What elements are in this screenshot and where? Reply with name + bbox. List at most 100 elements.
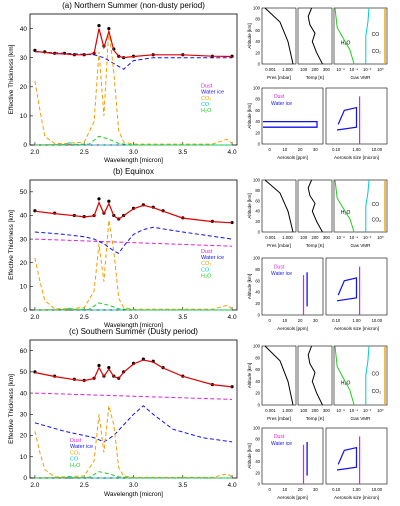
x-tick-label: 2.0: [30, 149, 39, 156]
x-tick-label: 10⁻²: [363, 235, 372, 240]
observed-point: [107, 366, 111, 370]
aero-panel-frame: [261, 427, 324, 485]
chart-title: (a) Northern Summer (non-dusty period): [62, 1, 205, 10]
legend-dust: Dust: [274, 264, 285, 270]
x-tick-label: 30: [313, 487, 318, 492]
y-tick-label: 50: [20, 369, 28, 376]
y-axis-label: Altitude [km]: [247, 274, 252, 299]
y-tick-label: 40: [20, 390, 28, 397]
x-tick-label: 10⁻⁶: [336, 408, 345, 413]
x-tick-label: 200: [312, 67, 320, 72]
size-panel-frame: [325, 427, 388, 485]
x-tick-label: 300: [323, 235, 331, 240]
legend-water-ice: Water ice: [271, 441, 292, 447]
y-tick-label: 0: [258, 313, 261, 318]
x-tick-label: 0: [268, 318, 271, 323]
y-tick-label: 0: [258, 142, 261, 147]
co2-label: CO₂: [372, 389, 382, 395]
y-axis-label: Effective Thickness [km]: [8, 374, 15, 444]
legend-co: CO₂: [70, 450, 80, 456]
x-axis-label: Temp [K]: [306, 75, 324, 80]
temp-panel-frame: [297, 7, 333, 65]
x-tick-label: 2.5: [80, 314, 89, 321]
observed-point: [97, 197, 101, 201]
y-tick-label: 100: [253, 344, 261, 349]
y-tick-label: 80: [255, 188, 260, 193]
water-ice-size-profile: [336, 277, 358, 302]
x-tick-label: 0: [268, 147, 271, 152]
h2o-label: H₂O: [341, 380, 351, 386]
y-tick-label: 60: [255, 198, 260, 203]
x-tick-label: 4.0: [228, 149, 237, 156]
legend-dust: Dust: [201, 83, 213, 89]
co-label: CO: [372, 202, 380, 208]
x-tick-label: 10: [283, 318, 288, 323]
legend-co: CO₂: [201, 96, 211, 102]
y-axis-label: Effective Thickness [km]: [8, 210, 15, 280]
legend-co: CO: [201, 102, 210, 108]
x-tick-label: 10⁰: [377, 408, 384, 413]
legend-water-ice: Water ice: [271, 101, 292, 107]
y-axis-label: Altitude [km]: [247, 363, 252, 388]
aero-panel-frame: [261, 87, 324, 145]
y-axis-label: Altitude [km]: [247, 23, 252, 48]
legend-dust: Dust: [274, 434, 285, 440]
water-ice-size-profile: [336, 106, 358, 131]
temp-panel-frame: [297, 179, 333, 233]
x-tick-label: 1.000: [282, 235, 293, 240]
series-h-o: [34, 302, 233, 311]
y-tick-label: 20: [20, 84, 28, 91]
legend-dust: Dust: [274, 94, 285, 100]
x-tick-label: 0.001: [265, 67, 276, 72]
x-tick-label: 10⁻⁶: [336, 67, 345, 72]
x-tick-label: 20: [298, 318, 303, 323]
vmr-panel-frame: [333, 7, 388, 65]
x-axis-label: Wavelength [micron]: [104, 491, 163, 498]
pres-panel-frame: [261, 179, 297, 233]
y-tick-label: 10: [20, 284, 28, 291]
co-vmr-profile: [365, 7, 370, 64]
observed-point: [97, 24, 101, 28]
vmr-panel-frame: [333, 345, 388, 406]
x-axis-label: Wavelength [micron]: [104, 322, 163, 329]
x-tick-label: 2.5: [80, 482, 89, 489]
legend-dust: Dust: [70, 438, 82, 444]
y-tick-label: 50: [20, 189, 28, 196]
x-axis-label: Gas VMR: [351, 243, 372, 248]
co-vmr-profile: [365, 179, 370, 232]
series-water-ice: [34, 226, 233, 254]
main-chart-3: (c) Southern Summer (Dusty period) 2.0 2.5…: [8, 327, 238, 498]
series-model: [34, 200, 233, 224]
x-tick-label: 20: [298, 487, 303, 492]
x-tick-label: 0.001: [265, 408, 276, 413]
h2o-vmr-profile: [334, 179, 355, 233]
y-tick-label: 40: [20, 26, 28, 33]
legend-dust: Dust: [201, 249, 213, 255]
x-tick-label: 10: [283, 147, 288, 152]
y-tick-label: 40: [255, 379, 260, 384]
co-vmr-profile: [365, 345, 370, 405]
y-axis-label: Altitude [km]: [247, 193, 252, 218]
x-tick-label: 10⁰: [377, 235, 384, 240]
x-axis-label: Gas VMR: [351, 416, 372, 421]
series-dust: [34, 238, 233, 247]
x-tick-label: 3.0: [129, 149, 138, 156]
series-water-ice: [34, 51, 233, 70]
pressure-profile: [264, 179, 294, 233]
x-tick-label: 10.00: [372, 487, 383, 492]
y-tick-label: 30: [20, 412, 28, 419]
x-axis-label: Pres [mbar]: [267, 243, 291, 248]
y-tick-label: 0: [23, 142, 27, 149]
x-tick-label: 10⁻⁴: [350, 408, 359, 413]
y-tick-label: 0: [258, 403, 261, 408]
co2-label: CO₂: [372, 218, 382, 224]
legend-water-ice: Water ice: [201, 255, 224, 261]
y-tick-label: 0: [23, 475, 27, 482]
x-axis-label: Aerosols [ppm]: [277, 326, 308, 331]
x-axis-label: Aerosols [ppm]: [277, 155, 308, 160]
x-axis-label: Wavelength [micron]: [104, 157, 163, 164]
y-tick-label: 60: [255, 448, 260, 453]
plot-frame: [29, 13, 238, 146]
co-label: CO: [372, 372, 380, 378]
